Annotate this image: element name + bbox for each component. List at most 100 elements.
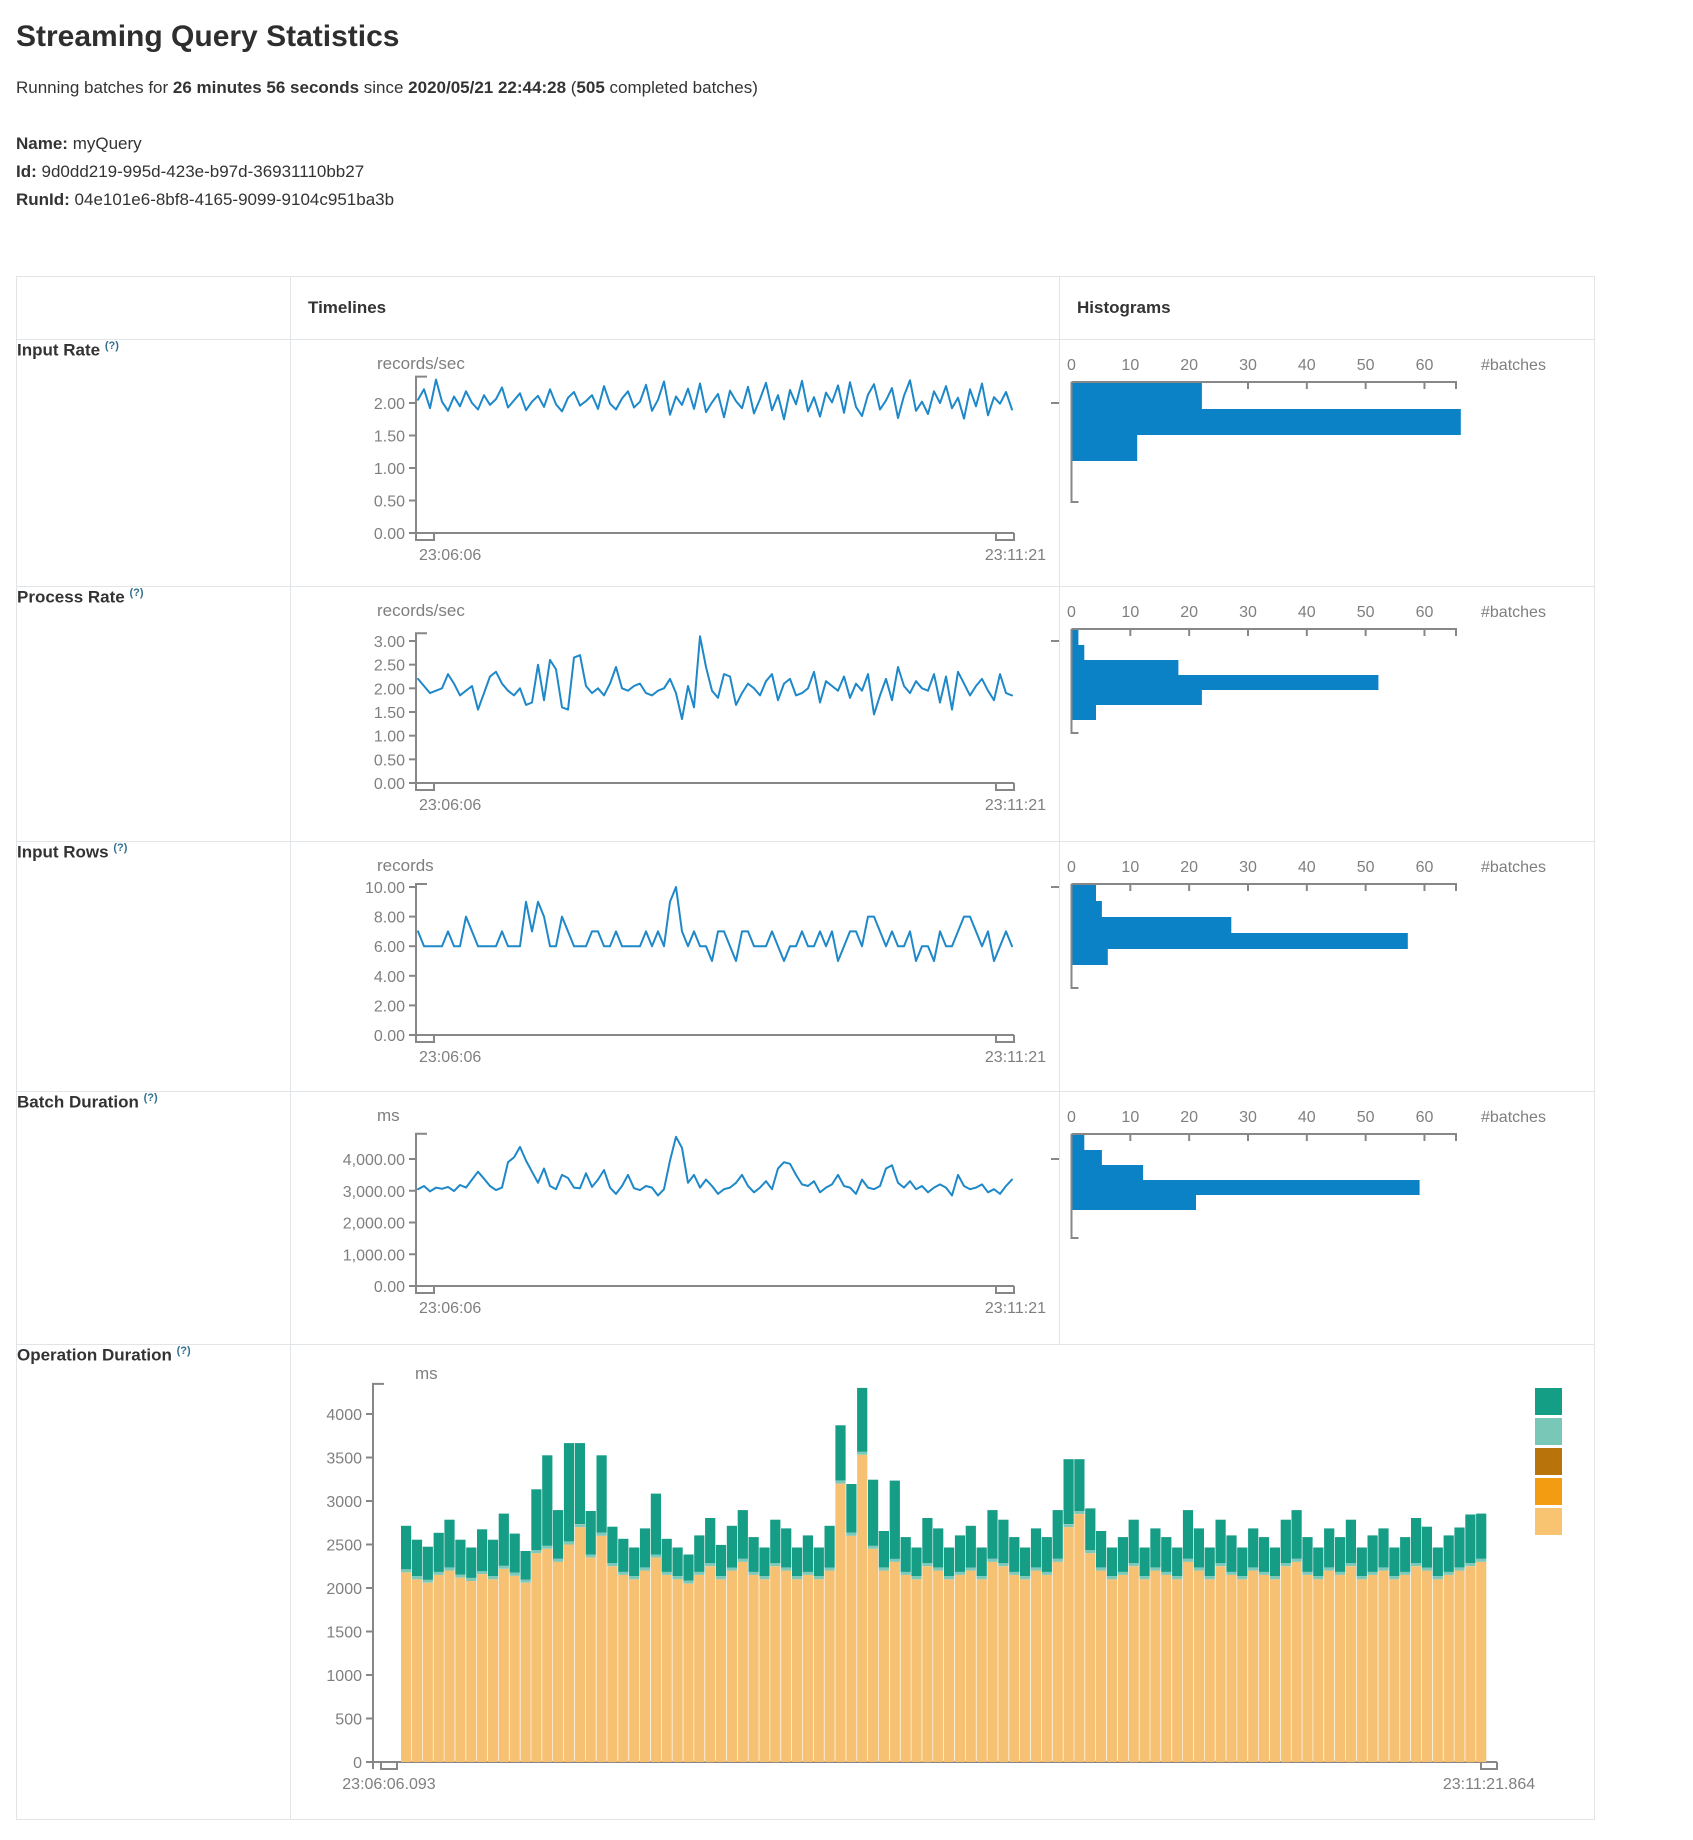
running-batches-summary: Running batches for 26 minutes 56 second… (16, 78, 1677, 98)
svg-text:500: 500 (335, 1712, 362, 1729)
svg-text:10: 10 (1121, 357, 1139, 374)
svg-text:23:11:21: 23:11:21 (985, 797, 1046, 814)
table-row: Process Rate (?) records/sec 0.00 0.50 1.00… (16, 586, 1595, 842)
svg-text:30: 30 (1239, 357, 1257, 374)
svg-text:#batches: #batches (1481, 357, 1546, 374)
svg-text:0.50: 0.50 (374, 752, 405, 769)
svg-text:40: 40 (1298, 604, 1316, 621)
svg-text:23:11:21.864: 23:11:21.864 (1443, 1776, 1535, 1793)
batch-duration-help-tooltip[interactable]: (?) (143, 1092, 158, 1104)
svg-text:4000: 4000 (326, 1407, 362, 1424)
table-row: Input Rate (?) records/sec 0.00 0.50 1.00 1.… (16, 339, 1595, 587)
query-runid-line: RunId: 04e101e6-8bf8-4165-9099-9104c951b… (16, 186, 1677, 214)
svg-text:4.00: 4.00 (374, 969, 405, 986)
svg-text:2,000.00: 2,000.00 (343, 1216, 405, 1233)
svg-text:10: 10 (1121, 604, 1139, 621)
row-label-operation-duration: Operation Duration (17, 1345, 172, 1365)
svg-text:10.00: 10.00 (365, 880, 405, 897)
svg-text:23:11:21: 23:11:21 (985, 1300, 1046, 1317)
svg-text:60: 60 (1416, 357, 1434, 374)
svg-text:0.50: 0.50 (374, 494, 405, 511)
svg-text:20: 20 (1180, 604, 1198, 621)
svg-text:40: 40 (1298, 859, 1316, 876)
svg-text:60: 60 (1416, 604, 1434, 621)
query-runid: 04e101e6-8bf8-4165-9099-9104c951ba3b (69, 190, 395, 209)
input-rows-timeline-chart: records 0.00 2.00 4.00 6.00 8.00 10.00 23:06:06… (365, 856, 1059, 1066)
svg-text:2000: 2000 (326, 1581, 362, 1598)
process-rate-timeline-chart: records/sec 0.00 0.50 1.00 1.50 2.00 2.50 3.00 2… (374, 601, 1059, 814)
svg-text:30: 30 (1239, 859, 1257, 876)
operation-duration-chart-area: ms 0 500 1000 1500 2000 2500 3000 3500 4000 23:06:… (292, 1346, 1594, 1819)
svg-text:2500: 2500 (326, 1538, 362, 1555)
input-rate-help-tooltip[interactable]: (?) (104, 340, 119, 352)
svg-text:40: 40 (1298, 357, 1316, 374)
svg-text:20: 20 (1180, 859, 1198, 876)
svg-text:records/sec: records/sec (377, 354, 465, 373)
svg-text:50: 50 (1357, 604, 1375, 621)
svg-text:1.50: 1.50 (374, 429, 405, 446)
svg-text:4,000.00: 4,000.00 (343, 1152, 405, 1169)
batch-duration-histogram-chart: 0 10 20 30 40 50 60 #batches (1067, 1109, 1546, 1239)
input-rows-histogram-chart: 0 10 20 30 40 50 60 #batches (1067, 859, 1546, 989)
svg-text:3000: 3000 (326, 1494, 362, 1511)
id-label: Id: (16, 162, 37, 181)
svg-text:0.00: 0.00 (374, 526, 405, 543)
input-rows-help-tooltip[interactable]: (?) (113, 842, 128, 854)
svg-text:#batches: #batches (1481, 859, 1546, 876)
summary-text: completed batches) (604, 78, 758, 97)
svg-text:0: 0 (353, 1755, 362, 1772)
svg-text:30: 30 (1239, 604, 1257, 621)
histograms-column-header: Histograms (1059, 276, 1595, 340)
svg-text:23:06:06: 23:06:06 (419, 797, 481, 814)
row-label-process-rate: Process Rate (17, 587, 125, 607)
svg-text:#batches: #batches (1481, 604, 1546, 621)
svg-text:40: 40 (1298, 1109, 1316, 1126)
row-label-input-rows: Input Rows (17, 842, 109, 862)
start-timestamp: 2020/05/21 22:44:28 (408, 78, 567, 97)
svg-text:10: 10 (1121, 859, 1139, 876)
table-header-row: Timelines Histograms (16, 276, 1595, 340)
svg-text:1000: 1000 (326, 1668, 362, 1685)
operation-duration-help-tooltip[interactable]: (?) (176, 1345, 191, 1357)
input-rate-timeline-chart: records/sec 0.00 0.50 1.00 1.50 2.00 23:06:06 2… (374, 354, 1059, 564)
row-label-input-rate: Input Rate (17, 340, 101, 360)
svg-text:23:06:06.093: 23:06:06.093 (342, 1776, 436, 1793)
svg-text:2.50: 2.50 (374, 658, 405, 675)
svg-text:0.00: 0.00 (374, 1028, 405, 1045)
svg-text:0: 0 (1067, 1109, 1076, 1126)
query-id: 9d0dd219-995d-423e-b97d-36931110bb27 (36, 162, 365, 181)
svg-text:ms: ms (415, 1364, 438, 1383)
svg-text:10: 10 (1121, 1109, 1139, 1126)
operation-duration-stacked-chart: ms 0 500 1000 1500 2000 2500 3000 3500 4000 23:06:… (326, 1364, 1535, 1793)
svg-text:3500: 3500 (326, 1451, 362, 1468)
completed-batches-count: 505 (576, 78, 605, 97)
svg-text:1.00: 1.00 (374, 729, 405, 746)
svg-text:23:11:21: 23:11:21 (985, 547, 1046, 564)
svg-text:30: 30 (1239, 1109, 1257, 1126)
table-row: Operation Duration (?) ms 0 500 1000 1500 200… (16, 1344, 1595, 1820)
svg-text:20: 20 (1180, 357, 1198, 374)
svg-text:1,000.00: 1,000.00 (343, 1247, 405, 1264)
page-title: Streaming Query Statistics (16, 20, 400, 53)
legend-swatch (1535, 1418, 1562, 1445)
svg-text:3,000.00: 3,000.00 (343, 1184, 405, 1201)
timelines-column-header: Timelines (290, 276, 1060, 340)
legend-swatch (1535, 1478, 1562, 1505)
input-rate-histogram-chart: 0 10 20 30 40 50 60 #batches (1067, 357, 1546, 503)
svg-text:50: 50 (1357, 357, 1375, 374)
svg-text:20: 20 (1180, 1109, 1198, 1126)
svg-text:60: 60 (1416, 1109, 1434, 1126)
svg-text:0: 0 (1067, 859, 1076, 876)
svg-text:records: records (377, 856, 434, 875)
legend-swatch (1535, 1388, 1562, 1415)
svg-text:2.00: 2.00 (374, 396, 405, 413)
table-row: Input Rows (?) records 0.00 2.00 4.00 6.00 8.… (16, 841, 1595, 1092)
name-label: Name: (16, 134, 68, 153)
svg-text:0.00: 0.00 (374, 1279, 405, 1296)
svg-text:records/sec: records/sec (377, 601, 465, 620)
query-metadata: Name: myQuery Id: 9d0dd219-995d-423e-b97… (16, 130, 1677, 214)
svg-text:#batches: #batches (1481, 1109, 1546, 1126)
legend-swatch (1535, 1448, 1562, 1475)
process-rate-help-tooltip[interactable]: (?) (129, 587, 144, 599)
